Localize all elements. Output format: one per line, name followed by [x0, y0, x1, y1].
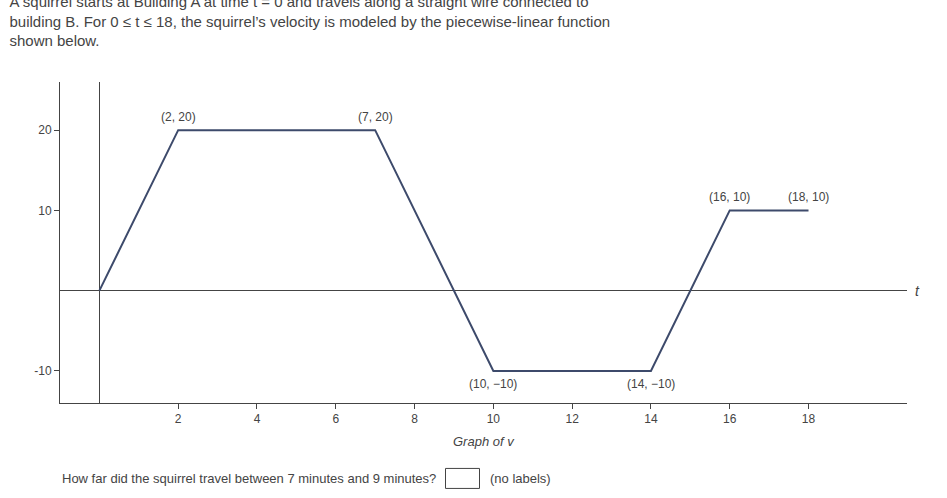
svg-text:(2, 20): (2, 20) — [161, 110, 196, 124]
svg-text:-10: -10 — [34, 364, 52, 378]
svg-text:(14, −10): (14, −10) — [627, 377, 675, 391]
svg-text:A squirrel starts at Building: A squirrel starts at Building A at time … — [9, 0, 610, 49]
svg-text:(18, 10): (18, 10) — [788, 190, 829, 204]
svg-text:2: 2 — [175, 412, 182, 426]
svg-text:6: 6 — [332, 412, 339, 426]
svg-text:8: 8 — [411, 412, 418, 426]
svg-text:10: 10 — [38, 204, 52, 218]
svg-text:18: 18 — [802, 412, 816, 426]
svg-text:(16, 10): (16, 10) — [709, 190, 750, 204]
svg-text:How far did the squirrel trave: How far did the squirrel travel between … — [62, 471, 436, 486]
svg-text:10: 10 — [487, 412, 501, 426]
svg-text:(no labels): (no labels) — [490, 471, 551, 486]
svg-text:14: 14 — [644, 412, 658, 426]
svg-text:t: t — [915, 283, 920, 299]
svg-text:16: 16 — [723, 412, 737, 426]
svg-text:4: 4 — [254, 412, 261, 426]
svg-text:(10, −10): (10, −10) — [469, 377, 517, 391]
svg-text:20: 20 — [38, 123, 52, 137]
svg-text:Graph of v: Graph of v — [453, 434, 515, 449]
svg-text:(7, 20): (7, 20) — [358, 110, 393, 124]
svg-text:12: 12 — [565, 412, 579, 426]
